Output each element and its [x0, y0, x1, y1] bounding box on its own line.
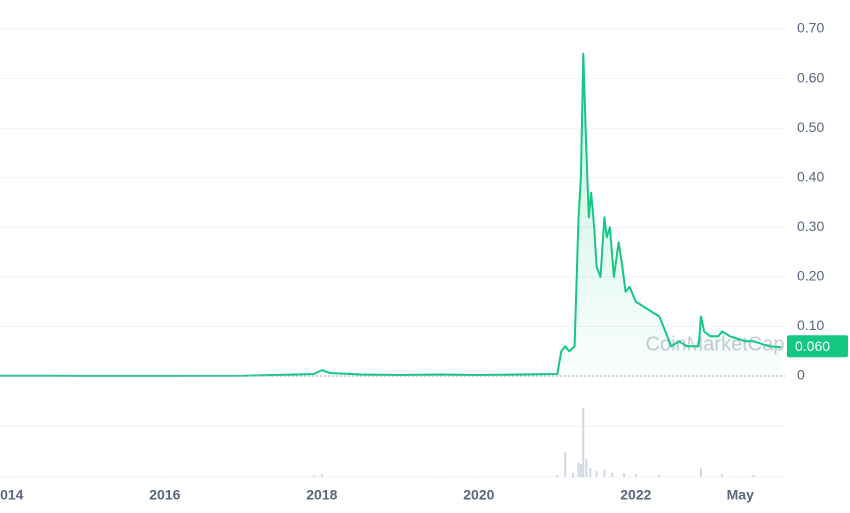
- volume-bar: [752, 474, 755, 477]
- volume-bar: [313, 475, 315, 477]
- volume-bar: [564, 451, 567, 477]
- volume-bar: [658, 474, 661, 477]
- x-tick-label: 2016: [149, 487, 180, 503]
- y-tick-label: 0.30: [797, 218, 824, 234]
- volume-bar: [572, 472, 575, 477]
- volume-bar: [721, 474, 724, 477]
- price-area: [0, 53, 782, 377]
- volume-bar: [623, 473, 626, 477]
- volume-bar: [700, 468, 703, 477]
- volume-bar: [320, 474, 323, 477]
- volume-bar: [556, 474, 559, 477]
- y-tick-label: 0.50: [797, 119, 824, 135]
- x-tick-label: 2014: [0, 487, 24, 503]
- x-tick-label: 2018: [306, 487, 337, 503]
- volume-bar: [585, 459, 588, 477]
- volume-bar: [438, 476, 441, 477]
- y-tick-label: 0.60: [797, 69, 824, 85]
- volume-bar: [582, 407, 585, 477]
- x-tick-label: 2022: [620, 487, 651, 503]
- volume-bar: [603, 469, 606, 477]
- volume-bar: [589, 468, 592, 477]
- volume-bar: [634, 474, 637, 477]
- y-tick-label: 0.70: [797, 20, 824, 36]
- volume-bar: [579, 464, 582, 477]
- y-tick-label: 0.20: [797, 268, 824, 284]
- price-line: [0, 52, 782, 377]
- price-tag-label: 0.060: [795, 338, 830, 354]
- x-tick-label: 2020: [463, 487, 494, 503]
- price-tag: [787, 335, 848, 358]
- y-tick-label: 0.40: [797, 168, 824, 184]
- y-tick-label: 0: [797, 367, 805, 383]
- volume-bar: [577, 462, 580, 477]
- y-tick-label: 0.10: [797, 317, 824, 333]
- volume-bar: [611, 472, 614, 477]
- volume-bar: [595, 471, 598, 477]
- x-tick-label: May: [727, 487, 754, 503]
